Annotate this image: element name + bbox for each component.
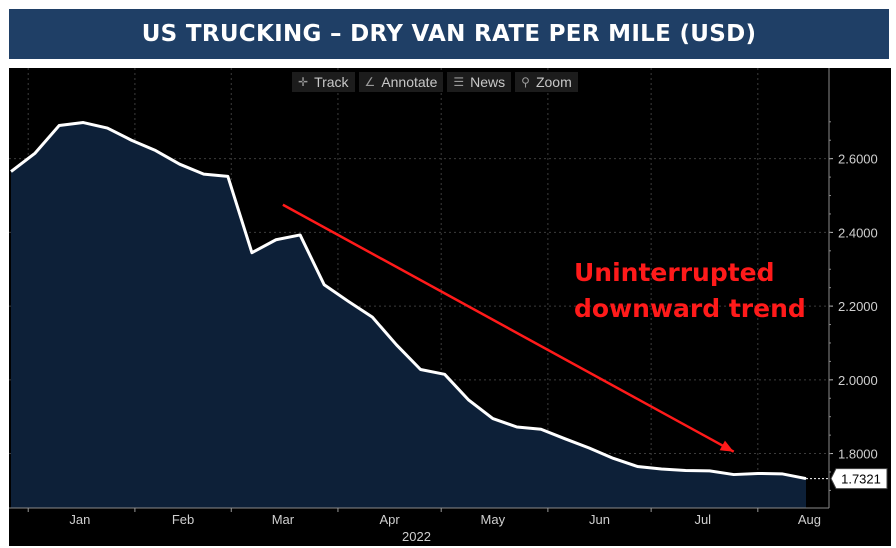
chart-toolbar: ✛ Track ∠ Annotate ☰ News ⚲ Zoom (292, 72, 578, 92)
annotation-line-2: downward trend (574, 294, 806, 323)
chart-title: US TRUCKING – DRY VAN RATE PER MILE (USD… (141, 21, 757, 47)
x-tick-label: Jun (589, 512, 610, 527)
y-tick-label: 2.6000 (838, 152, 878, 167)
x-tick-label: Mar (272, 512, 295, 527)
x-axis-year-label: 2022 (402, 529, 431, 544)
trend-annotation: Uninterrupted downward trend (574, 255, 806, 327)
series-line (10, 121, 807, 481)
track-button[interactable]: ✛ Track (292, 72, 355, 92)
crosshair-icon: ✛ (298, 75, 309, 89)
x-tick-label: Apr (379, 512, 400, 527)
annotation-line-1: Uninterrupted (574, 258, 775, 287)
annotate-label: Annotate (381, 74, 438, 90)
x-tick-label: May (481, 512, 506, 527)
news-icon: ☰ (453, 75, 465, 89)
last-value-label: 1.7321 (841, 472, 881, 487)
news-button[interactable]: ☰ News (447, 72, 512, 92)
pencil-icon: ∠ (364, 75, 376, 89)
trend-arrow-head (719, 440, 734, 452)
y-tick-label: 1.8000 (838, 447, 878, 462)
x-tick-label: Jul (694, 512, 711, 527)
trend-arrow-line (282, 203, 735, 453)
last-value-box (830, 468, 888, 490)
chart-title-bar: US TRUCKING – DRY VAN RATE PER MILE (USD… (9, 9, 889, 59)
news-label: News (470, 74, 506, 90)
zoom-label: Zoom (535, 74, 572, 90)
magnifier-icon: ⚲ (521, 75, 530, 89)
x-tick-label: Feb (172, 512, 194, 527)
y-tick-label: 2.2000 (838, 299, 878, 314)
x-tick-label: Jan (69, 512, 90, 527)
y-tick-label: 2.4000 (838, 225, 878, 240)
series-area (11, 122, 806, 508)
track-label: Track (314, 74, 349, 90)
annotate-button[interactable]: ∠ Annotate (358, 72, 444, 92)
y-tick-label: 2.0000 (838, 373, 878, 388)
x-tick-label: Aug (798, 512, 821, 527)
zoom-button[interactable]: ⚲ Zoom (515, 72, 578, 92)
